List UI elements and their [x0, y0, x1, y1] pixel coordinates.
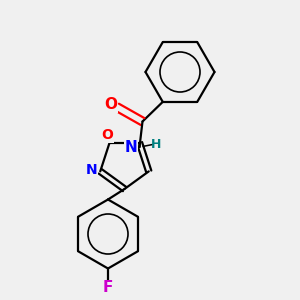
Text: O: O — [101, 128, 113, 142]
Text: O: O — [104, 97, 117, 112]
Text: N: N — [125, 140, 137, 154]
Text: F: F — [103, 280, 113, 296]
Text: H: H — [151, 137, 161, 151]
Text: N: N — [86, 163, 98, 177]
